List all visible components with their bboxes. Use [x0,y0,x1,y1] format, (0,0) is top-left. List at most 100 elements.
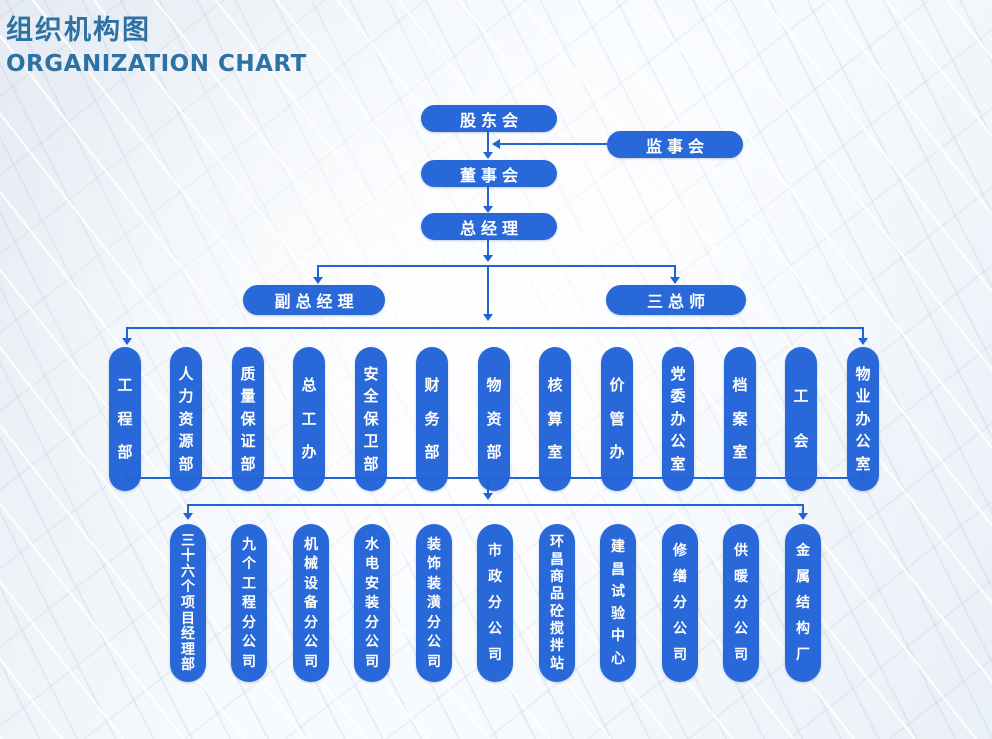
stub-sub-right [802,504,804,514]
char: 司 [304,653,318,670]
subsidiary-pill: 三十六个项目经理部 [170,524,206,682]
char: 商 [550,568,564,585]
char: 部 [181,657,195,674]
char: 水 [365,536,379,553]
char: 构 [796,621,810,637]
char: 卫 [363,432,379,450]
subsidiary-pill: 机械设备分公司 [293,524,329,682]
connector-center-line [487,267,489,314]
char: 管 [609,409,625,428]
stub-from-last-department [862,467,864,478]
arrow-down-into-chiefs [670,277,680,284]
char: 装 [427,575,441,592]
char: 办 [855,409,871,428]
char: 公 [670,432,686,450]
char: 程 [117,409,133,428]
node-supervisory-board: 监事会 [607,131,743,158]
char: 工 [793,387,809,405]
char: 昌 [550,551,564,568]
department-pill: 财务部 [416,347,448,491]
char: 部 [424,443,440,462]
char: 备 [304,595,318,611]
char: 物 [855,364,871,383]
department-pill: 质量保证部 [232,347,264,491]
char: 十 [181,548,195,565]
char: 属 [796,569,810,585]
arrow-down-to-rail1 [483,255,493,262]
char: 装 [427,536,441,553]
arrow-down-to-rail2 [483,314,493,321]
char: 力 [178,387,194,405]
char: 部 [363,454,379,473]
char: 试 [611,583,625,600]
connector-supervisory-line [500,143,607,145]
char: 质 [240,364,256,383]
subsidiary-pill: 供暖分公司 [723,524,759,682]
rail-subsidiaries [187,504,804,506]
char: 分 [734,595,748,611]
char: 心 [611,650,625,667]
char: 会 [793,432,809,450]
char: 昌 [611,561,625,578]
char: 公 [365,634,379,650]
arrow-down-into-first-department [122,338,132,345]
char: 站 [550,655,564,672]
char: 金 [796,543,810,559]
char: 司 [734,647,748,663]
char: 分 [488,595,502,611]
page-title-chinese: 组织机构图 [6,15,151,46]
connector-shareholders-board-line [487,131,489,152]
char: 政 [488,569,502,585]
char: 工 [117,375,133,394]
char: 司 [673,647,687,663]
stub-from-first-department [124,467,126,478]
char: 源 [178,432,194,450]
char: 部 [117,443,133,462]
arrow-down-into-last-subsidiary [798,513,808,520]
arrow-down-into-first-subsidiary [183,513,193,520]
char: 司 [365,653,379,670]
char: 修 [673,543,687,559]
char: 三 [181,532,195,549]
char: 党 [670,364,686,383]
char: 暖 [734,569,748,585]
char: 核 [547,375,563,394]
arrow-down-into-board [483,152,493,159]
arrow-left-from-supervisory [492,139,500,149]
char: 分 [673,595,687,611]
char: 搅 [550,620,564,637]
node-general-manager: 总经理 [421,213,557,240]
char: 个 [181,579,195,596]
subsidiary-pill: 九个工程分公司 [231,524,267,682]
subsidiary-pill: 水电安装分公司 [354,524,390,682]
subsidiary-pill: 金属结构厂 [785,524,821,682]
char: 项 [181,594,195,611]
char: 全 [363,387,379,405]
char: 工 [242,575,256,592]
char: 九 [242,536,256,553]
char: 业 [855,387,871,405]
rail-deputy-chiefs [317,265,676,267]
char: 分 [304,614,318,631]
stub-chiefs [674,265,676,277]
char: 部 [178,454,194,473]
char: 缮 [673,569,687,585]
char: 资 [486,409,502,428]
char: 司 [242,653,256,670]
char: 量 [240,387,256,405]
char: 经 [181,626,195,643]
char: 中 [611,628,625,645]
department-pill: 安全保卫部 [355,347,387,491]
char: 程 [242,595,256,611]
char: 物 [486,375,502,394]
stub-deputy [317,265,319,277]
department-pill: 工会 [785,347,817,491]
char: 饰 [427,556,441,572]
char: 装 [365,595,379,611]
char: 公 [242,634,256,650]
char: 保 [240,409,256,428]
char: 环 [550,534,564,551]
char: 工 [301,409,317,428]
rail-departments [126,327,864,329]
char: 务 [424,409,440,428]
